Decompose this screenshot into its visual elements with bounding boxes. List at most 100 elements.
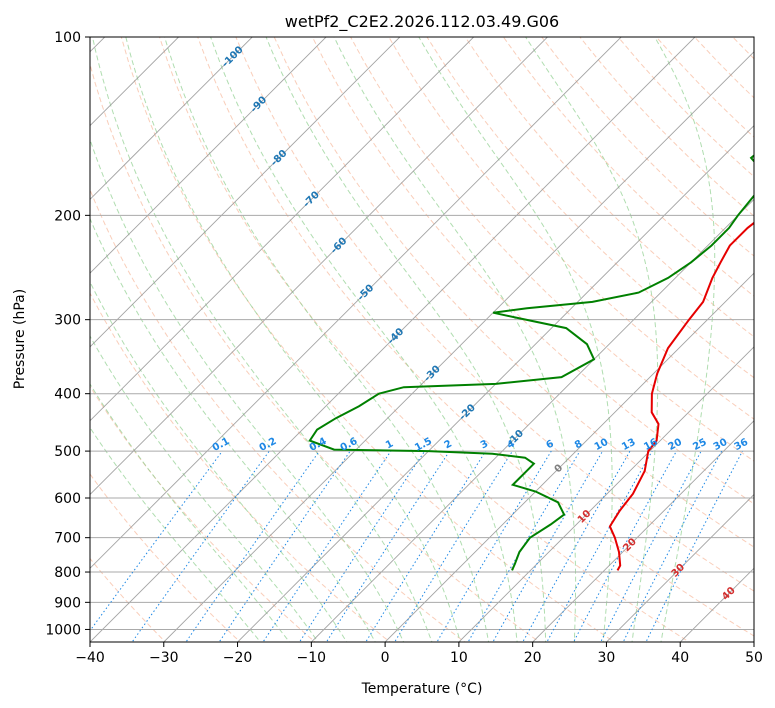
moist-adiabat <box>125 37 461 642</box>
mixing-ratio-label: 25 <box>691 437 708 453</box>
isopleth-labels: 0.1 0.2 0.4 0.6 1 1.5 2 3 4 6 8 10 13 16 20 25 30 36-100-… <box>211 44 750 602</box>
mixing-ratio-label: 3 <box>479 438 490 451</box>
dry-adiabat <box>90 188 466 642</box>
mixing-ratio-line <box>436 450 552 642</box>
isotherm-label: 40 <box>720 585 738 603</box>
mixing-ratio-line <box>573 450 677 642</box>
dewpoint-profile <box>308 154 754 571</box>
dry-adiabat <box>771 37 775 644</box>
mixing-ratio-label: 20 <box>667 437 684 453</box>
x-tick-label: 20 <box>524 650 542 666</box>
isotherm-line <box>605 493 754 642</box>
isotherm-line <box>532 420 754 642</box>
dry-adiabat <box>350 37 754 462</box>
mixing-ratio-line <box>394 450 513 642</box>
isotherm-line <box>90 37 253 200</box>
moist-adiabat <box>418 37 613 642</box>
moist-adiabat <box>90 426 262 642</box>
x-tick-label: 50 <box>745 650 763 666</box>
moist-adiabat <box>90 335 319 642</box>
mixing-ratio-line <box>90 450 223 632</box>
isotherm-line <box>310 198 754 642</box>
dry-adiabat <box>426 37 754 379</box>
dry-adiabat <box>90 62 541 642</box>
isotherm-line <box>90 37 622 569</box>
plot-area <box>90 37 775 644</box>
moist-adiabat <box>90 280 348 642</box>
mixing-ratio-line <box>325 450 450 642</box>
y-tick-label: 400 <box>54 387 81 403</box>
isotherm-label: -90 <box>249 95 270 116</box>
mixing-ratio-line <box>492 450 604 642</box>
isotherm-label: -80 <box>269 148 290 169</box>
dry-adiabat <box>464 37 754 338</box>
x-tick-label: 30 <box>598 650 616 666</box>
moist-adiabat <box>90 137 405 642</box>
y-tick-label: 600 <box>54 491 81 507</box>
mixing-ratio-line <box>185 450 320 642</box>
moist-adiabat <box>210 37 518 642</box>
isotherm-label: -100 <box>220 44 246 70</box>
isotherm-line <box>90 37 696 642</box>
moist-adiabat <box>164 37 490 642</box>
dry-adiabat <box>235 37 754 592</box>
dry-adiabat <box>90 385 316 642</box>
plot-frame <box>89 36 755 643</box>
mixing-ratio-line <box>262 450 392 642</box>
mixing-ratio-line <box>365 450 487 642</box>
isotherm-line <box>753 641 754 642</box>
x-tick-label: 40 <box>671 650 689 666</box>
dry-adiabat <box>694 37 754 99</box>
isotherm-label: -60 <box>329 236 350 257</box>
mixing-ratio-label: 4 <box>506 438 517 451</box>
temperature-profile <box>608 221 754 571</box>
isotherm-label: 0 <box>553 462 566 475</box>
y-tick-label: 500 <box>54 444 81 460</box>
moist-adiabat <box>91 37 433 642</box>
isotherm-label: 10 <box>576 508 594 526</box>
mixing-ratio-label: 10 <box>593 437 610 453</box>
isotherm-label: -20 <box>457 402 478 423</box>
mixing-ratio-line <box>645 450 743 642</box>
isotherm-line <box>236 124 754 642</box>
x-tick-label: −30 <box>149 650 179 666</box>
dry-adiabat <box>388 37 754 420</box>
isotherm-line <box>163 51 754 642</box>
dry-adiabat <box>311 37 754 505</box>
moist-adiabat <box>90 217 376 642</box>
mixing-ratio-label: 6 <box>544 438 555 451</box>
x-tick-label: 10 <box>450 650 468 666</box>
isotherm-label: -30 <box>422 364 443 385</box>
mixing-ratio-line <box>298 450 426 642</box>
y-tick-label: 200 <box>54 208 81 224</box>
isotherm-line <box>384 272 754 642</box>
moist-adiabat <box>654 37 716 642</box>
y-tick-label: 800 <box>54 565 81 581</box>
moist-adiabat <box>265 37 547 642</box>
mixing-ratio-line <box>218 450 351 642</box>
y-tick-label: 700 <box>54 531 81 547</box>
dry-adiabat <box>502 37 754 297</box>
isotherm-line <box>90 37 327 274</box>
mixing-ratio-label: 1 <box>384 438 395 451</box>
x-tick-label: 0 <box>381 650 390 666</box>
isotherm-line <box>90 37 475 422</box>
dry-adiabat <box>197 37 754 637</box>
mixing-ratio-label: 30 <box>712 437 729 453</box>
y-tick-label: 100 <box>54 30 81 46</box>
isotherm-line <box>90 37 549 496</box>
isotherm-label: 20 <box>621 536 639 554</box>
moist-adiabat <box>525 37 659 642</box>
mixing-ratio-label: 2 <box>443 438 454 451</box>
x-tick-label: −20 <box>223 650 253 666</box>
y-tick-label: 900 <box>54 595 81 611</box>
axes: −40 −30 −20 −10 0 10 20 30 40 5010020030040050060… <box>45 30 763 666</box>
x-axis-label: Temperature (°C) <box>361 681 483 697</box>
y-axis-label: Pressure (hPa) <box>12 289 28 389</box>
isotherm-line <box>90 37 401 348</box>
isotherm-line <box>90 37 180 127</box>
mixing-ratio-label: 13 <box>620 437 637 453</box>
chart-title: wetPf2_C2E2.2026.112.03.49.G06 <box>285 12 559 32</box>
moist-adiabat <box>333 37 577 642</box>
